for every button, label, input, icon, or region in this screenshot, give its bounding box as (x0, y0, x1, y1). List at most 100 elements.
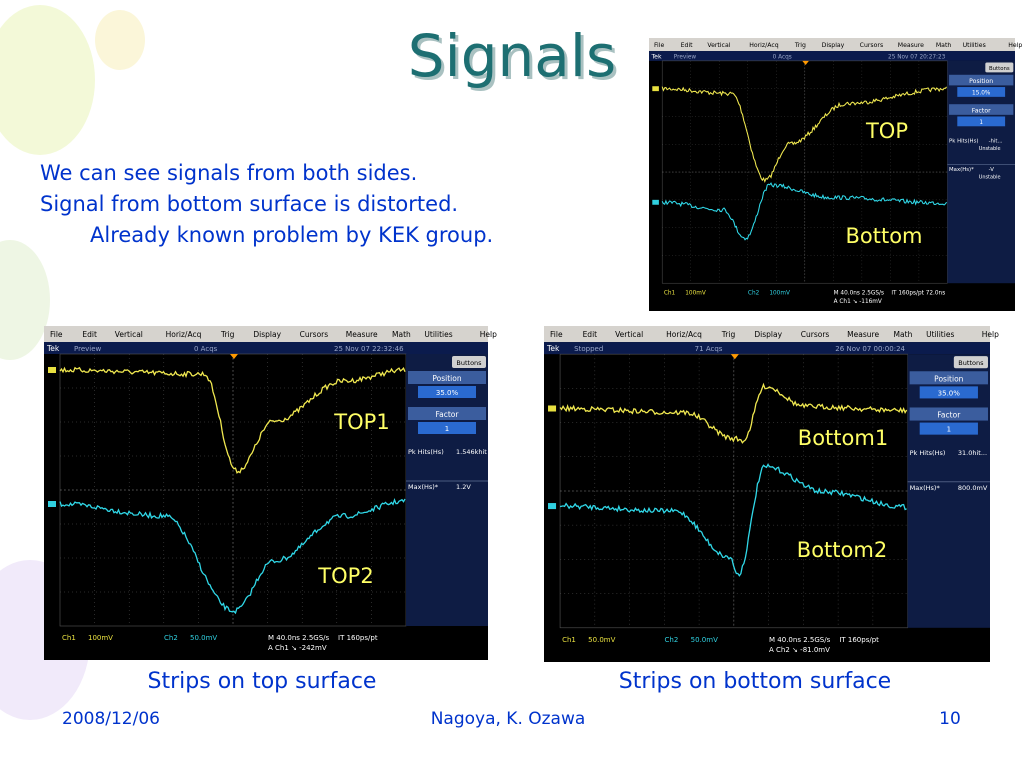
ch2-label: Ch2 (665, 635, 679, 644)
factor-box (418, 422, 476, 434)
menu-bar (649, 38, 1015, 52)
position-box (957, 87, 1006, 97)
trigger-marker (802, 60, 809, 65)
factor-box (919, 422, 978, 435)
measurement-value: -hit... (989, 139, 1003, 145)
menu-bar (44, 326, 488, 342)
measurement: Max(Hs)* (408, 483, 439, 491)
buttons-button (452, 356, 486, 368)
position-label: Position (934, 374, 963, 383)
menu-item: Math (392, 330, 411, 339)
menu-item: Measure (847, 330, 879, 339)
ch2-trace (559, 463, 907, 577)
status: Preview (674, 54, 697, 60)
measurement: Max(Hs)* (910, 484, 941, 492)
signal-label: TOP (865, 119, 908, 143)
signal-label: Bottom1 (798, 426, 888, 450)
record: IT 160ps/pt (338, 634, 378, 642)
menu-item: Utilities (424, 330, 452, 339)
menu-item: Edit (82, 330, 97, 339)
factor-label: Factor (972, 107, 991, 114)
menu-item: Cursors (801, 330, 830, 339)
menu-item: Edit (583, 330, 598, 339)
factor-value: 1 (445, 425, 449, 433)
factor-value: 1 (947, 425, 951, 434)
menu-item: Trig (721, 330, 736, 339)
trigger-marker (230, 354, 238, 359)
buttons-button (953, 356, 988, 369)
ch1-scale: 100mV (88, 634, 113, 642)
measurement: Pk Hits(Hs) (408, 448, 444, 456)
ch1-label: Ch1 (562, 635, 576, 644)
side-panel (947, 60, 1015, 284)
factor-box (957, 116, 1006, 127)
ch2-scale: 50.0mV (190, 634, 217, 642)
trigger-marker (730, 354, 739, 360)
ch1-label: Ch1 (664, 291, 676, 297)
menu-item: Display (253, 330, 281, 339)
menu-item: Measure (346, 330, 378, 339)
buttons-label: Buttons (958, 359, 984, 367)
signal-label: TOP1 (333, 410, 389, 434)
acqs: 0 Acqs (194, 345, 218, 353)
menu-item: Display (822, 42, 845, 49)
record: IT 160ps/pt 72.0ns (891, 291, 945, 297)
status: Preview (74, 345, 102, 353)
position-value: 15.0% (972, 90, 991, 96)
oscilloscope: File Edit Vertical Horiz/Acq Trig Display Curs… (44, 326, 497, 660)
menu-item: File (550, 330, 563, 339)
date: 26 Nov 07 00:00:24 (835, 344, 905, 353)
buttons-label: Buttons (989, 66, 1010, 72)
ch2-marker (652, 199, 659, 205)
balloon (95, 10, 145, 70)
ch1-trace (59, 366, 406, 474)
balloon (0, 240, 50, 360)
position-box (418, 386, 476, 398)
note: Already known problem by KEK group. (90, 223, 493, 247)
measurement-note: Unstable (979, 175, 1001, 181)
timebase: M 40.0ns 2.5GS/s (268, 634, 330, 642)
brand: Tek (546, 344, 560, 353)
ch1-scale: 100mV (685, 291, 706, 297)
menu-item: Math (894, 330, 913, 339)
caption: Strips on bottom surface (619, 669, 891, 694)
trigger: A Ch1 ↘ -116mV (834, 299, 882, 305)
measurement: Max(Hs)* (949, 167, 974, 173)
date: 25 Nov 07 20:27:23 (888, 54, 946, 60)
measurement-note: Unstable (979, 146, 1001, 152)
menu-item: Horiz/Acq (749, 42, 778, 49)
measurement-value: 1.2V (456, 483, 471, 491)
factor-label: Factor (436, 410, 460, 419)
ch2-trace (661, 182, 948, 241)
signal-label: Bottom (845, 224, 922, 248)
ch2-trace (59, 498, 406, 615)
status-bar (44, 342, 488, 354)
balloon (0, 5, 95, 155)
menu-item: Help (480, 330, 497, 339)
menu-item: Trig (220, 330, 235, 339)
title-shadow: Signals (411, 25, 619, 93)
buttons-label: Buttons (456, 359, 482, 367)
ch2-label: Ch2 (748, 291, 760, 297)
menu-item: Vertical (115, 330, 143, 339)
menu-item: Edit (681, 42, 694, 49)
menu-item: Measure (898, 42, 924, 49)
menu-item: File (654, 42, 665, 49)
position-label: Position (432, 374, 461, 383)
footer-author: Nagoya, K. Ozawa (431, 709, 586, 729)
ch1-trace (559, 382, 908, 444)
factor-header (408, 407, 486, 420)
ch2-label: Ch2 (164, 634, 178, 642)
signal-label: Bottom2 (797, 538, 887, 562)
ch1-trace (661, 86, 947, 184)
title: Signals (408, 22, 616, 90)
position-box (919, 386, 978, 399)
footer-date: 2008/12/06 (62, 709, 160, 729)
ch2-marker (48, 501, 56, 507)
ch2-scale: 100mV (769, 291, 790, 297)
menu-item: Help (982, 330, 999, 339)
timebase: M 40.0ns 2.5GS/s (769, 635, 831, 644)
measurement-value: 31.0hit... (958, 449, 987, 457)
position-header (909, 371, 988, 385)
